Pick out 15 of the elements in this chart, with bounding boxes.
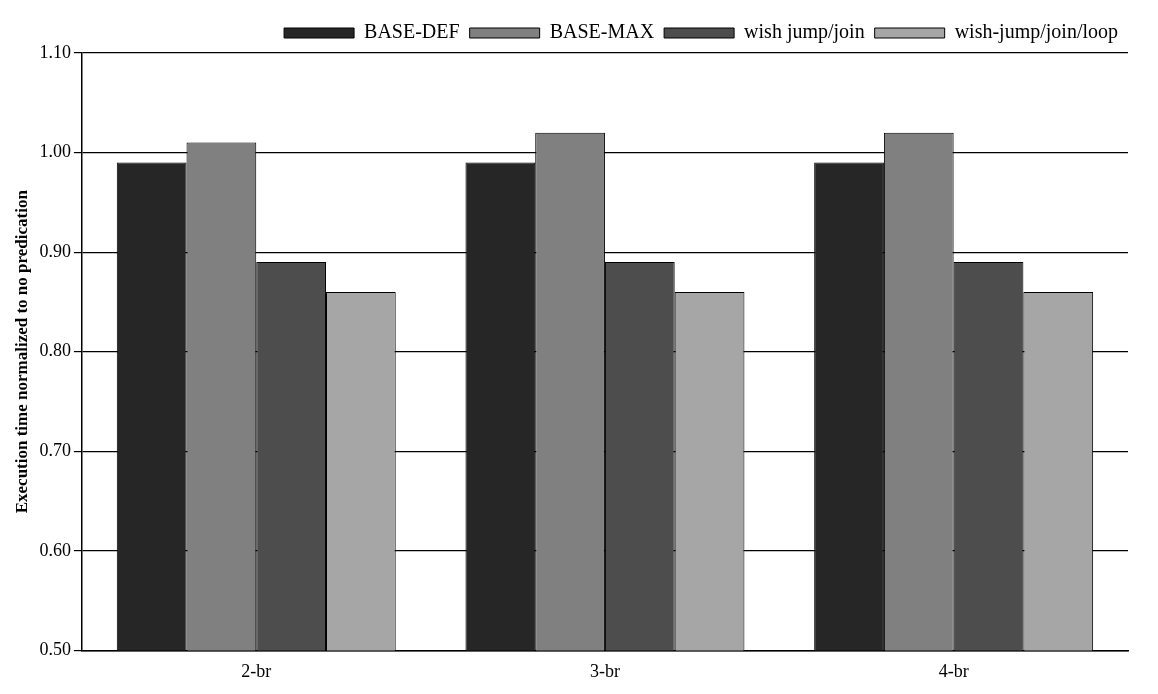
legend-label: BASE-DEF xyxy=(364,20,460,43)
x-tick-label: 4-br xyxy=(938,660,969,681)
y-tick-label: 0.80 xyxy=(39,340,71,361)
y-tick-label: 0.50 xyxy=(39,639,71,660)
y-tick-label: 1.10 xyxy=(39,41,71,62)
y-tick-label: 1.00 xyxy=(39,141,71,162)
y-axis-title: Execution time normalized to no predication xyxy=(11,189,31,514)
legend-label: wish-jump/join/loop xyxy=(954,20,1118,44)
y-tick-label: 0.90 xyxy=(39,240,71,261)
x-tick-label: 3-br xyxy=(589,660,620,681)
y-tick-label: 0.70 xyxy=(39,440,71,460)
x-tick-label: 2-br xyxy=(241,660,272,681)
legend-label: BASE-MAX xyxy=(549,20,655,43)
legend-label: wish jump/join xyxy=(744,20,865,44)
y-tick-label: 0.60 xyxy=(39,539,71,560)
